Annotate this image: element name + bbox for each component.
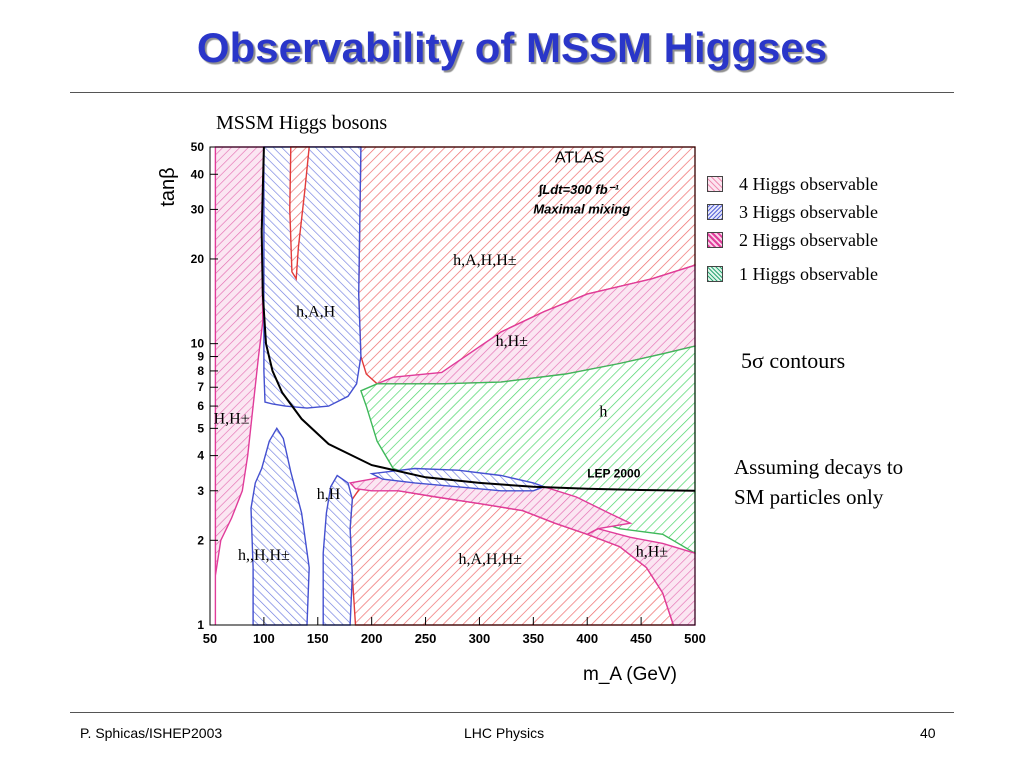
- y-tick-label: 9: [197, 350, 204, 364]
- region-label: h,A,H,H±: [453, 252, 517, 269]
- scenario-label: Maximal mixing: [533, 202, 630, 217]
- plot-header: MSSM Higgs bosons: [216, 112, 388, 134]
- chart-axes: [209, 146, 696, 626]
- experiment-label: ATLAS: [555, 150, 605, 167]
- plot-frame: [209, 146, 696, 626]
- observability-regions: [210, 146, 696, 626]
- title-divider: [70, 92, 954, 93]
- legend-swatch-1-higgs: [707, 266, 723, 282]
- region-lower-3-higgs: [250, 426, 310, 626]
- lep-2000-layer: [260, 146, 696, 492]
- x-tick-label: 250: [415, 631, 437, 646]
- lep-2000-label: LEP 2000: [587, 466, 640, 480]
- chart-ticks: 50 100 150 200 250 300 350 400 450 500 1 2 3 4 5 6 7 8910…: [157, 140, 706, 685]
- contours-label: 5σ contours: [741, 348, 846, 373]
- footer-divider: [70, 712, 954, 713]
- footer-author: P. Sphicas/ISHEP2003: [80, 725, 223, 741]
- footer-title: LHC Physics: [464, 725, 545, 741]
- slide-title: Observability of MSSM Higgses: [196, 24, 828, 71]
- region-label: H,H±: [214, 411, 250, 428]
- region-vertical-red-strip: [289, 146, 310, 282]
- y-tick-label: 50: [191, 140, 205, 154]
- y-tick-label: 20: [191, 252, 205, 266]
- x-tick-label: 50: [203, 631, 217, 646]
- region-label: h,H±: [496, 333, 529, 350]
- assumption-note: Assuming decays to SM particles only: [734, 455, 904, 509]
- region-label: h,H±: [636, 544, 669, 561]
- x-tick-label: 350: [522, 631, 544, 646]
- legend-label: 4 Higgs observable: [739, 174, 878, 194]
- legend-swatch-4-higgs: [707, 176, 723, 192]
- y-tick-label: 4: [197, 449, 204, 463]
- x-tick-label: 100: [253, 631, 275, 646]
- lep-2000-curve: [260, 146, 696, 492]
- legend-label: 3 Higgs observable: [739, 202, 878, 222]
- y-tick-label: 8: [197, 364, 204, 378]
- y-tick-label: 3: [197, 484, 204, 498]
- y-tick-label: 10: [191, 337, 205, 351]
- region-label: h,A,H: [296, 303, 336, 320]
- legend-label: 1 Higgs observable: [739, 264, 878, 284]
- region-label: h,,H,H±: [238, 547, 290, 564]
- y-tick-label: 1: [197, 618, 204, 632]
- y-tick-label: 7: [197, 380, 204, 394]
- luminosity-label: ∫Ldt=300 fb⁻¹: [538, 182, 620, 197]
- y-axis-label: tanβ: [157, 167, 179, 206]
- atlas-annotation: ATLAS ∫Ldt=300 fb⁻¹ Maximal mixing LEP 2000: [533, 150, 640, 481]
- higgs-observability-chart: 50 100 150 200 250 300 350 400 450 500 1 2 3 4 5 6 7 8910…: [157, 140, 706, 685]
- y-tick-label: 2: [197, 533, 204, 547]
- y-tick-label: 5: [197, 421, 204, 435]
- y-tick-label: 40: [191, 167, 205, 181]
- x-tick-label: 500: [684, 631, 706, 646]
- region-label: h: [599, 404, 607, 421]
- x-tick-label: 400: [576, 631, 598, 646]
- region-upper-3-higgs: [263, 146, 362, 409]
- legend-swatch-2-higgs: [707, 232, 723, 248]
- region-label: h,H: [317, 486, 341, 503]
- region-label: h,A,H,H±: [458, 551, 522, 568]
- page-number: 40: [920, 725, 936, 741]
- y-tick-label: 30: [191, 202, 205, 216]
- x-tick-label: 300: [469, 631, 491, 646]
- legend-label: 2 Higgs observable: [739, 230, 878, 250]
- x-axis-label: m_A (GeV): [583, 664, 677, 685]
- legend-swatch-3-higgs: [707, 204, 723, 220]
- region-hH-3-higgs: [322, 474, 354, 626]
- region-labels: h,A,H,H± h,A,H h,H± h H,H± h,H h,,H,H± h,A,H,H±…: [214, 252, 669, 568]
- x-tick-label: 450: [630, 631, 652, 646]
- x-tick-label: 150: [307, 631, 329, 646]
- x-tick-label: 200: [361, 631, 383, 646]
- y-tick-label: 6: [197, 399, 204, 413]
